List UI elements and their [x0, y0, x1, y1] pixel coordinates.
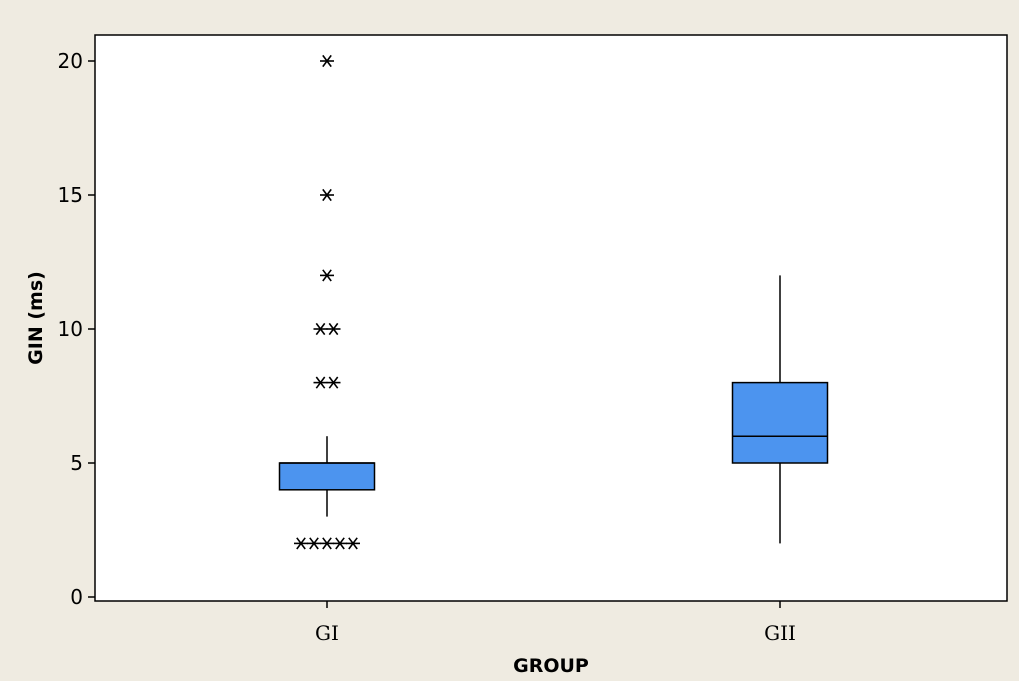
outlier-stroke	[328, 376, 339, 389]
outlier-point	[320, 537, 334, 550]
outlier-stroke	[309, 537, 319, 550]
outlier-stroke	[322, 269, 332, 282]
x-axis: GI GII	[315, 601, 796, 645]
outlier-stroke	[335, 537, 345, 550]
plot-area	[94, 34, 1008, 602]
outlier-point	[294, 537, 308, 550]
y-tick-label: 0	[70, 585, 83, 609]
outlier-point	[320, 188, 334, 202]
box-GII	[731, 275, 829, 544]
outlier-point	[346, 537, 360, 550]
outlier-point	[320, 269, 334, 282]
outlier-point	[326, 376, 341, 389]
boxes-layer	[278, 54, 829, 550]
outlier-stroke	[315, 322, 326, 336]
y-tick-label: 15	[58, 183, 83, 207]
outlier-point	[333, 537, 347, 550]
outlier-stroke	[296, 537, 306, 550]
x-tick-label: GII	[764, 621, 796, 645]
y-tick-label: 5	[70, 451, 83, 475]
x-axis-title: GROUP	[513, 655, 589, 677]
y-axis-title: GIN (ms)	[25, 271, 47, 365]
y-axis: 0 5 10 15 20	[58, 49, 95, 609]
outlier-point	[320, 54, 334, 68]
x-tick-label: GI	[315, 621, 339, 645]
outlier-stroke	[315, 376, 326, 389]
outlier-stroke	[322, 54, 332, 68]
iqr-box	[278, 462, 376, 491]
outlier-point	[313, 376, 328, 389]
outlier-stroke	[322, 188, 332, 202]
y-tick-label: 10	[58, 317, 83, 341]
outlier-point	[313, 322, 328, 336]
y-tick-label: 20	[58, 49, 83, 73]
outlier-point	[326, 322, 341, 336]
outlier-point	[307, 537, 321, 550]
outlier-stroke	[348, 537, 358, 550]
box-GI	[278, 54, 376, 550]
iqr-box	[731, 381, 829, 464]
outlier-stroke	[322, 537, 332, 550]
outlier-stroke	[328, 322, 339, 336]
